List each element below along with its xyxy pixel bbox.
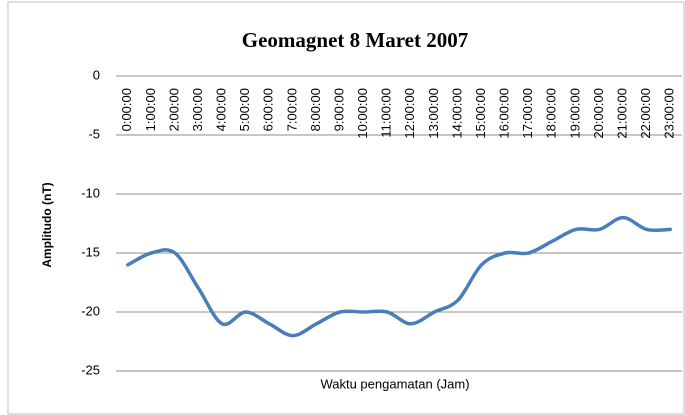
x-tick-label: 8:00:00 [308,88,323,131]
x-tick-label: 13:00:00 [426,88,441,139]
x-tick-label: 12:00:00 [402,88,417,139]
chart-frame [7,1,685,415]
x-tick-label: 1:00:00 [143,88,158,131]
x-tick-label: 0:00:00 [119,88,134,131]
x-tick-label: 6:00:00 [261,88,276,131]
x-axis-label: Waktu pengamatan (Jam) [320,376,469,391]
y-tick-label: -5 [88,126,100,141]
x-tick-label: 7:00:00 [284,88,299,131]
x-tick-label: 2:00:00 [166,88,181,131]
y-tick-label: -25 [81,362,100,377]
data-line [126,215,672,338]
x-tick-label: 3:00:00 [190,88,205,131]
x-tick-label: 5:00:00 [237,88,252,131]
x-tick-label: 23:00:00 [662,88,677,139]
x-tick-label: 18:00:00 [544,88,559,139]
x-tick-label: 4:00:00 [214,88,229,131]
x-tick-label: 19:00:00 [567,88,582,139]
y-tick-label: 0 [93,67,100,82]
y-axis-label: Amplitudo (nT) [40,182,54,267]
x-tick-label: 10:00:00 [355,88,370,139]
x-tick-label: 11:00:00 [379,88,394,138]
x-tick-label: 20:00:00 [591,88,606,139]
x-tick-label: 14:00:00 [449,88,464,139]
y-tick-label: -10 [81,185,100,200]
y-tick-label: -20 [81,303,100,318]
x-tick-label: 15:00:00 [473,88,488,139]
chart-title: Geomagnet 8 Maret 2007 [242,28,468,52]
x-tick-label: 9:00:00 [331,88,346,131]
x-tick-label: 16:00:00 [497,88,512,139]
x-tick-label: 22:00:00 [638,88,653,139]
y-tick-label: -15 [81,244,100,259]
x-tick-label: 21:00:00 [614,88,629,139]
x-tick-label: 17:00:00 [520,88,535,139]
